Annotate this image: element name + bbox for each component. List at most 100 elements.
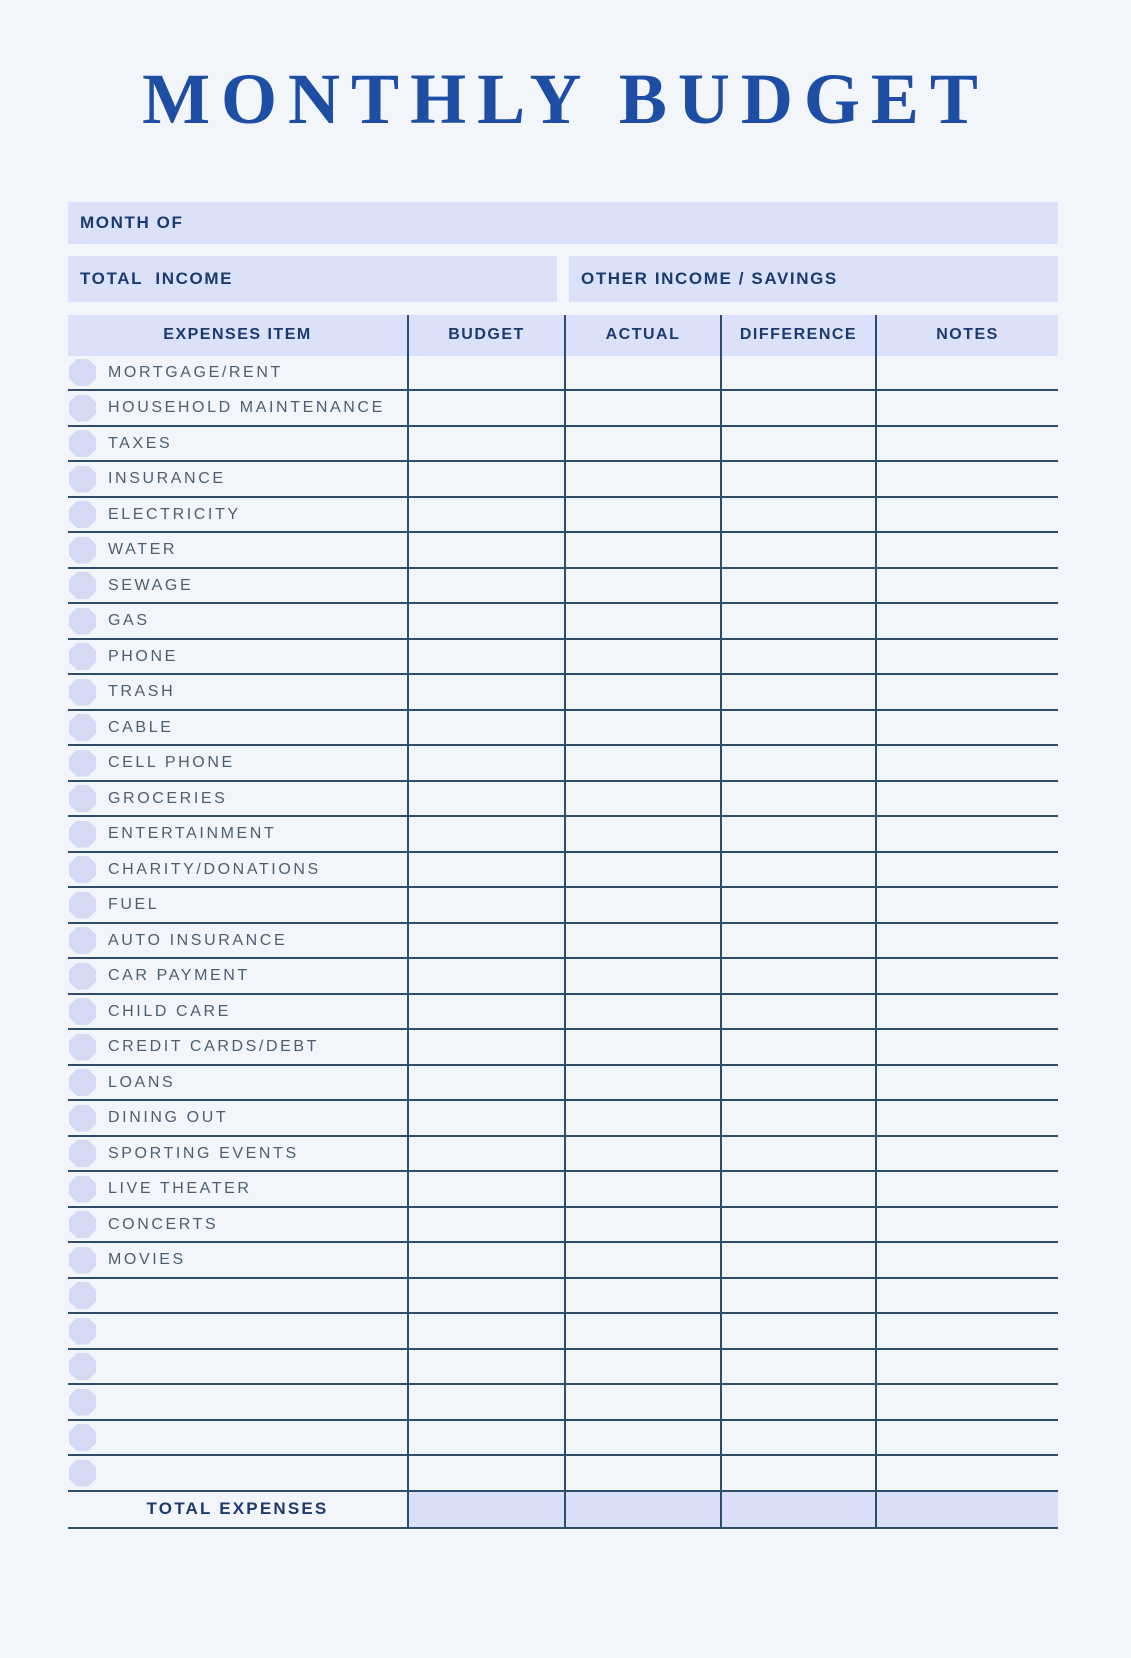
notes-cell[interactable]: [875, 675, 1058, 709]
notes-cell[interactable]: [875, 1349, 1058, 1384]
actual-cell[interactable]: [564, 746, 720, 780]
actual-cell[interactable]: [564, 852, 720, 887]
actual-cell[interactable]: [564, 391, 720, 425]
actual-cell[interactable]: [564, 959, 720, 993]
budget-cell[interactable]: [407, 1243, 564, 1277]
expense-item-cell[interactable]: HOUSEHOLD MAINTENANCE: [68, 391, 407, 425]
notes-cell[interactable]: [875, 1065, 1058, 1100]
actual-cell[interactable]: [564, 675, 720, 709]
expense-item-cell[interactable]: CABLE: [68, 711, 407, 745]
expense-item-cell[interactable]: MORTGAGE/RENT: [68, 356, 407, 390]
budget-cell[interactable]: [407, 746, 564, 780]
expense-item-cell[interactable]: LOANS: [68, 1066, 407, 1100]
difference-cell[interactable]: [720, 746, 875, 780]
expense-item-cell[interactable]: FUEL: [68, 888, 407, 922]
budget-cell[interactable]: [407, 462, 564, 496]
notes-cell[interactable]: [875, 746, 1058, 780]
notes-cell[interactable]: [875, 604, 1058, 638]
budget-cell[interactable]: [407, 675, 564, 709]
budget-cell[interactable]: [407, 1314, 564, 1348]
notes-cell[interactable]: [875, 959, 1058, 993]
expense-item-cell[interactable]: CAR PAYMENT: [68, 959, 407, 993]
other-income-savings-field[interactable]: OTHER INCOME / SAVINGS: [569, 255, 1058, 302]
actual-cell[interactable]: [564, 568, 720, 603]
expense-item-cell[interactable]: GAS: [68, 604, 407, 638]
actual-cell[interactable]: [564, 1278, 720, 1313]
actual-cell[interactable]: [564, 604, 720, 638]
notes-cell[interactable]: [875, 355, 1058, 390]
actual-cell[interactable]: [564, 1065, 720, 1100]
notes-cell[interactable]: [875, 391, 1058, 425]
notes-cell[interactable]: [875, 1420, 1058, 1455]
expense-item-cell[interactable]: INSURANCE: [68, 462, 407, 496]
notes-cell[interactable]: [875, 462, 1058, 496]
actual-cell[interactable]: [564, 1207, 720, 1242]
notes-cell[interactable]: [875, 1207, 1058, 1242]
actual-cell[interactable]: [564, 639, 720, 674]
notes-cell[interactable]: [875, 533, 1058, 567]
budget-cell[interactable]: [407, 1172, 564, 1206]
expense-item-cell[interactable]: PHONE: [68, 640, 407, 674]
notes-cell[interactable]: [875, 497, 1058, 532]
expense-item-cell[interactable]: [68, 1350, 407, 1384]
difference-cell[interactable]: [720, 391, 875, 425]
notes-cell[interactable]: [875, 781, 1058, 816]
difference-cell[interactable]: [720, 1207, 875, 1242]
notes-cell[interactable]: [875, 1456, 1058, 1490]
actual-cell[interactable]: [564, 994, 720, 1029]
expense-item-cell[interactable]: LIVE THEATER: [68, 1172, 407, 1206]
total-actual-cell[interactable]: [564, 1491, 720, 1527]
difference-cell[interactable]: [720, 604, 875, 638]
budget-cell[interactable]: [407, 817, 564, 851]
difference-cell[interactable]: [720, 994, 875, 1029]
actual-cell[interactable]: [564, 923, 720, 958]
total-difference-cell[interactable]: [720, 1491, 875, 1527]
budget-cell[interactable]: [407, 1420, 564, 1455]
notes-cell[interactable]: [875, 817, 1058, 851]
difference-cell[interactable]: [720, 497, 875, 532]
actual-cell[interactable]: [564, 1243, 720, 1277]
difference-cell[interactable]: [720, 1420, 875, 1455]
notes-cell[interactable]: [875, 852, 1058, 887]
actual-cell[interactable]: [564, 1385, 720, 1419]
difference-cell[interactable]: [720, 1385, 875, 1419]
actual-cell[interactable]: [564, 497, 720, 532]
difference-cell[interactable]: [720, 533, 875, 567]
budget-cell[interactable]: [407, 1207, 564, 1242]
actual-cell[interactable]: [564, 1420, 720, 1455]
difference-cell[interactable]: [720, 1314, 875, 1348]
budget-cell[interactable]: [407, 639, 564, 674]
difference-cell[interactable]: [720, 568, 875, 603]
notes-cell[interactable]: [875, 1030, 1058, 1064]
actual-cell[interactable]: [564, 1349, 720, 1384]
actual-cell[interactable]: [564, 1030, 720, 1064]
budget-cell[interactable]: [407, 1065, 564, 1100]
actual-cell[interactable]: [564, 462, 720, 496]
budget-cell[interactable]: [407, 604, 564, 638]
actual-cell[interactable]: [564, 888, 720, 922]
notes-cell[interactable]: [875, 1385, 1058, 1419]
difference-cell[interactable]: [720, 888, 875, 922]
notes-cell[interactable]: [875, 426, 1058, 461]
difference-cell[interactable]: [720, 1136, 875, 1171]
expense-item-cell[interactable]: SEWAGE: [68, 569, 407, 603]
expense-item-cell[interactable]: [68, 1279, 407, 1313]
difference-cell[interactable]: [720, 710, 875, 745]
budget-cell[interactable]: [407, 852, 564, 887]
actual-cell[interactable]: [564, 1172, 720, 1206]
actual-cell[interactable]: [564, 1456, 720, 1490]
actual-cell[interactable]: [564, 710, 720, 745]
difference-cell[interactable]: [720, 781, 875, 816]
difference-cell[interactable]: [720, 923, 875, 958]
total-budget-cell[interactable]: [407, 1491, 564, 1527]
notes-cell[interactable]: [875, 568, 1058, 603]
budget-cell[interactable]: [407, 533, 564, 567]
expense-item-cell[interactable]: AUTO INSURANCE: [68, 924, 407, 958]
expense-item-cell[interactable]: ENTERTAINMENT: [68, 817, 407, 851]
notes-cell[interactable]: [875, 1314, 1058, 1348]
notes-cell[interactable]: [875, 1278, 1058, 1313]
budget-cell[interactable]: [407, 1136, 564, 1171]
difference-cell[interactable]: [720, 1065, 875, 1100]
budget-cell[interactable]: [407, 888, 564, 922]
actual-cell[interactable]: [564, 781, 720, 816]
